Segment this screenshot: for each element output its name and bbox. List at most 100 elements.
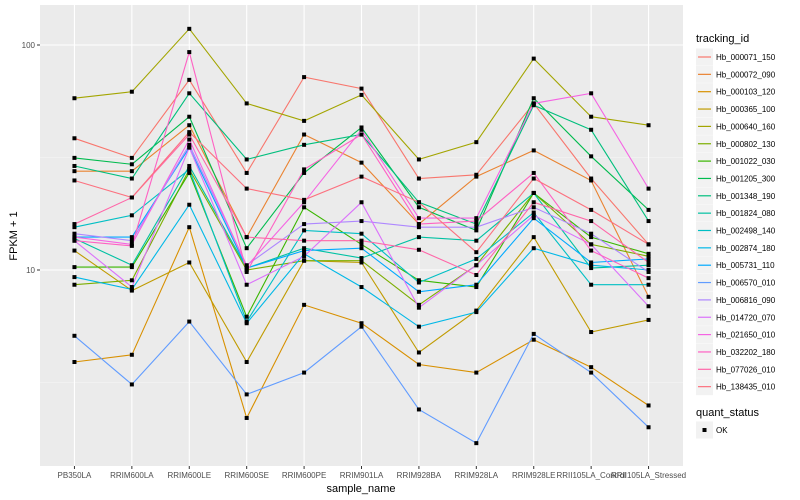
data-point-Hb_021650_010	[589, 91, 594, 96]
data-point-Hb_000802_130	[72, 282, 77, 287]
data-point-Hb_001348_190	[187, 91, 192, 96]
data-point-Hb_000365_100	[416, 350, 421, 355]
data-point-Hb_006816_090	[72, 231, 77, 236]
data-point-Hb_001022_030	[302, 205, 307, 210]
data-point-Hb_000365_100	[589, 330, 594, 335]
data-point-Hb_001205_300	[646, 207, 651, 212]
data-point-Hb_014720_070	[474, 263, 479, 268]
data-point-Hb_021650_010	[416, 216, 421, 221]
data-point-Hb_006570_010	[72, 333, 77, 338]
data-point-Hb_000071_150	[359, 86, 364, 91]
legend-label: Hb_002874_180	[716, 244, 776, 253]
data-point-Hb_001205_300	[72, 155, 77, 160]
data-point-Hb_002874_180	[302, 251, 307, 256]
data-point-Hb_000365_100	[72, 248, 77, 253]
data-point-Hb_006570_010	[416, 407, 421, 412]
data-point-Hb_138435_010	[129, 195, 134, 200]
data-point-Hb_002498_140	[129, 213, 134, 218]
data-point-Hb_006570_010	[359, 324, 364, 329]
data-point-Hb_000640_160	[359, 92, 364, 97]
data-point-Hb_001348_190	[302, 142, 307, 147]
data-point-Hb_002498_140	[359, 231, 364, 236]
data-point-Hb_006570_010	[646, 425, 651, 430]
data-point-Hb_006570_010	[474, 441, 479, 446]
data-point-Hb_021650_010	[359, 127, 364, 132]
legend-label: Hb_006816_090	[716, 296, 776, 305]
legend-label: Hb_032202_180	[716, 348, 776, 357]
data-point-Hb_032202_180	[244, 269, 249, 274]
x-tick-label: RRIM928BA	[397, 471, 442, 480]
data-point-Hb_002498_140	[646, 282, 651, 287]
data-point-Hb_000072_090	[72, 169, 77, 174]
data-point-Hb_006570_010	[129, 382, 134, 387]
data-point-Hb_000802_130	[416, 302, 421, 307]
legend-label: Hb_000802_130	[716, 140, 776, 149]
data-point-Hb_001824_080	[589, 266, 594, 271]
x-tick-label: RRIM600LA	[110, 471, 154, 480]
data-point-Hb_000103_120	[359, 321, 364, 326]
data-point-Hb_000103_120	[72, 360, 77, 365]
legend-shape-square	[702, 428, 707, 432]
data-point-Hb_000640_160	[646, 123, 651, 128]
data-point-Hb_001348_190	[646, 219, 651, 224]
data-point-Hb_138435_010	[302, 197, 307, 202]
data-point-Hb_077026_010	[531, 200, 536, 205]
data-point-Hb_000640_160	[474, 140, 479, 145]
data-point-Hb_000802_130	[129, 278, 134, 283]
data-point-Hb_005731_110	[416, 289, 421, 294]
x-axis-title: sample_name	[326, 483, 395, 495]
data-point-Hb_000365_100	[187, 260, 192, 265]
data-point-Hb_014720_070	[589, 242, 594, 247]
y-axis: 10 100	[22, 41, 40, 275]
data-point-Hb_002498_140	[187, 167, 192, 172]
legend-label: Hb_001824_080	[716, 209, 776, 218]
data-point-Hb_000072_090	[474, 174, 479, 179]
data-point-Hb_005731_110	[646, 256, 651, 261]
data-point-Hb_014720_070	[416, 305, 421, 310]
data-point-Hb_000640_160	[129, 89, 134, 94]
data-point-Hb_005731_110	[589, 260, 594, 265]
data-point-Hb_001205_300	[244, 246, 249, 251]
data-point-Hb_000103_120	[129, 352, 134, 357]
data-point-Hb_000071_150	[416, 176, 421, 181]
x-tick-label: RRIM600SE	[224, 471, 268, 480]
legend-label: Hb_014720_070	[716, 313, 776, 322]
data-point-Hb_000640_160	[72, 96, 77, 101]
data-point-Hb_000103_120	[474, 370, 479, 375]
data-point-Hb_032202_180	[72, 238, 77, 243]
data-point-Hb_006816_090	[531, 205, 536, 210]
data-point-Hb_000103_120	[244, 415, 249, 420]
data-point-Hb_006570_010	[531, 331, 536, 336]
data-point-Hb_002874_180	[72, 275, 77, 280]
data-point-Hb_002498_140	[589, 282, 594, 287]
data-point-Hb_138435_010	[589, 207, 594, 212]
data-point-Hb_001348_190	[129, 176, 134, 181]
data-point-Hb_138435_010	[531, 176, 536, 181]
data-point-Hb_006816_090	[474, 225, 479, 230]
data-point-Hb_002874_180	[531, 246, 536, 251]
legend-title: tracking_id	[696, 33, 749, 45]
data-point-Hb_001205_300	[589, 154, 594, 159]
x-tick-label: RRII105LA_Control	[556, 471, 626, 480]
data-point-Hb_000103_120	[302, 302, 307, 307]
data-point-Hb_032202_180	[302, 167, 307, 172]
data-point-Hb_000802_130	[302, 258, 307, 263]
data-point-Hb_006816_090	[416, 225, 421, 230]
data-point-Hb_021650_010	[474, 216, 479, 221]
data-point-Hb_032202_180	[129, 243, 134, 248]
data-point-Hb_000365_100	[244, 360, 249, 365]
data-point-Hb_005731_110	[531, 216, 536, 221]
data-point-Hb_006816_090	[359, 219, 364, 224]
legend-label: Hb_000365_100	[716, 105, 776, 114]
data-point-Hb_000103_120	[646, 403, 651, 408]
data-point-Hb_001022_030	[589, 235, 594, 240]
legend-label: Hb_021650_010	[716, 331, 776, 340]
data-point-Hb_000640_160	[416, 157, 421, 162]
x-axis: PB350LA RRIM600LA RRIM600LE RRIM600SE RRIM60…	[58, 466, 686, 480]
data-point-Hb_032202_180	[474, 219, 479, 224]
data-point-Hb_006816_090	[589, 231, 594, 236]
y-tick-label: 10	[26, 266, 35, 275]
data-point-Hb_000103_120	[416, 362, 421, 367]
data-point-Hb_002874_180	[244, 321, 249, 326]
